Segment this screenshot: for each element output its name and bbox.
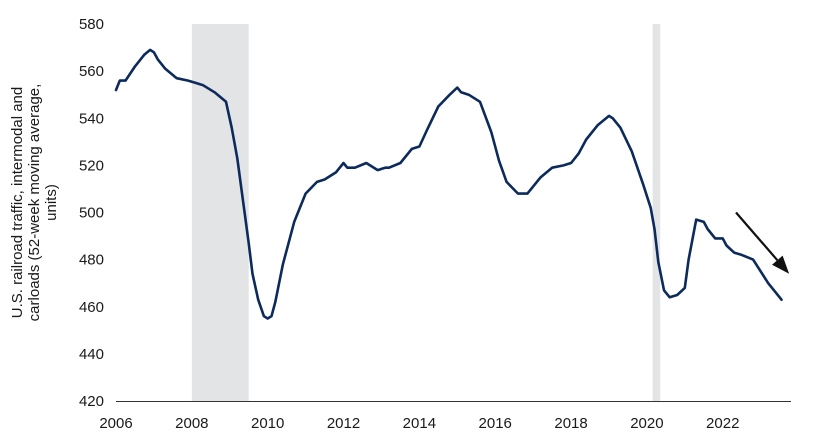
trend-arrow-head [772,255,790,274]
annotations-group [735,211,790,274]
recession-band-1 [191,24,249,401]
y-tick-label: 580 [79,16,104,33]
y-tick-labels: 420 440 460 480 500 520 540 560 580 [79,16,104,410]
x-tick-labels: 2006 2008 2010 2012 2014 2016 2018 2020 2022 [99,415,739,432]
y-tick-label: 480 [79,252,104,269]
y-axis-label-line: U.S. railroad traffic, intermodal and [9,87,26,319]
y-tick-label: 500 [79,205,104,222]
recession-band-2 [652,24,661,401]
x-tick-label: 2008 [175,415,208,432]
x-tick-label: 2014 [403,415,436,432]
series-group [114,48,783,320]
y-tick-label: 560 [79,63,104,80]
y-axis-label-line: carloads (52-week moving average, [26,84,43,322]
y-axis-label-line: units) [43,184,60,221]
y-tick-label: 520 [79,157,104,174]
y-tick-label: 460 [79,299,104,316]
trend-arrow-shaft [735,211,779,261]
x-tick-label: 2012 [327,415,360,432]
x-tick-label: 2018 [554,415,587,432]
y-tick-label: 540 [79,110,104,127]
x-tick-label: 2010 [251,415,284,432]
y-tick-label: 440 [79,346,104,363]
recession-shading-group [191,24,661,401]
series-line-1 [114,48,783,320]
y-tick-label: 420 [79,393,104,410]
x-tick-label: 2016 [479,415,512,432]
x-tick-label: 2022 [706,415,739,432]
x-tick-label: 2020 [630,415,663,432]
x-tick-label: 2006 [99,415,132,432]
y-axis-label: U.S. railroad traffic, intermodal andcar… [9,84,60,322]
